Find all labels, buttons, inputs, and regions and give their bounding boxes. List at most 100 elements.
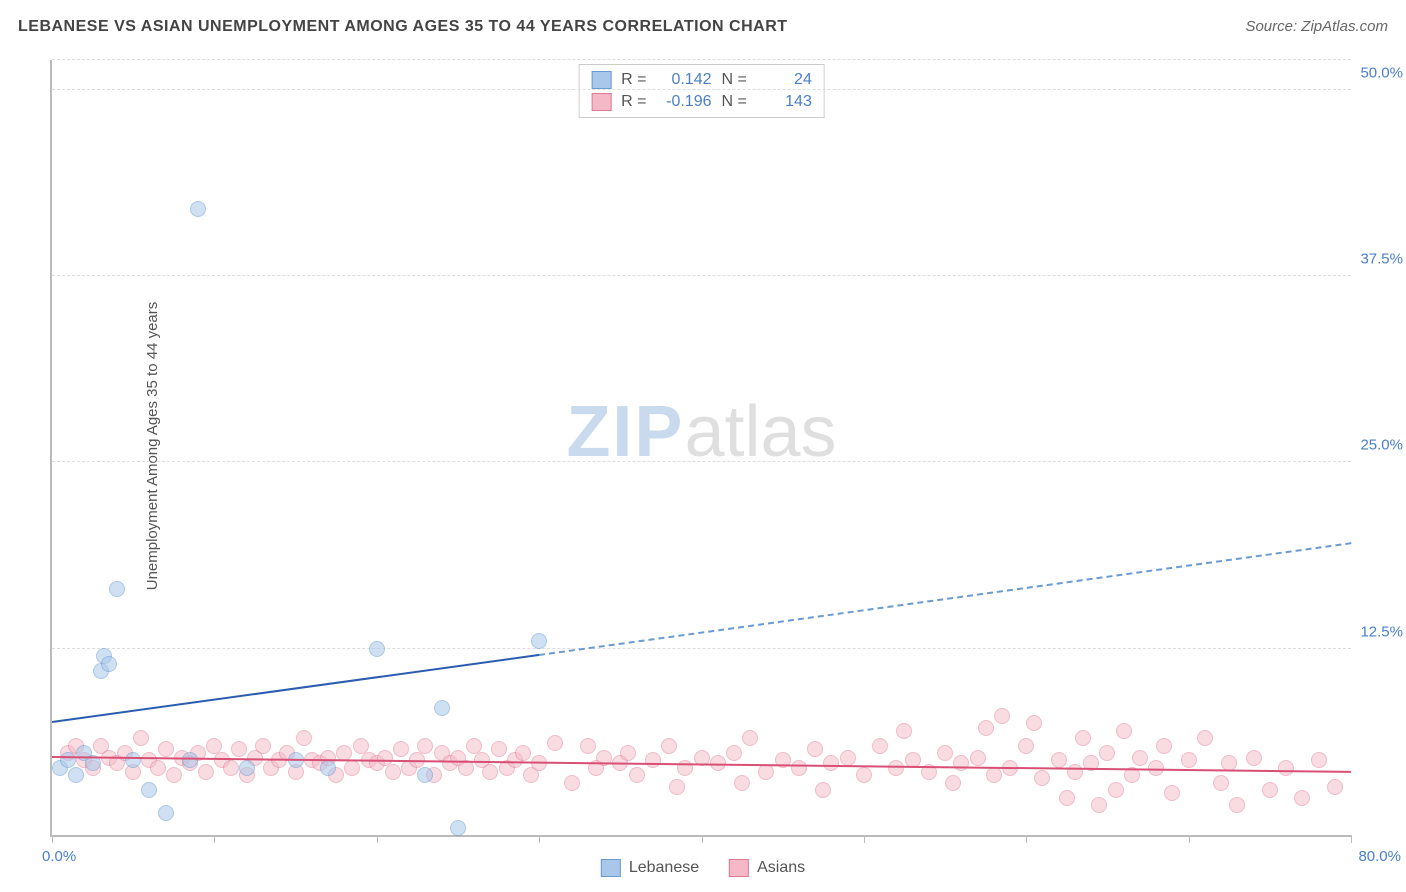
asians-point (669, 779, 685, 795)
asians-point (726, 745, 742, 761)
asians-point (1091, 797, 1107, 813)
asians-point (629, 767, 645, 783)
watermark-atlas: atlas (684, 392, 836, 472)
gridline (52, 59, 1351, 60)
scatter-chart: ZIPatlas R = 0.142 N = 24 R = -0.196 N =… (50, 60, 1351, 837)
swatch-asians (591, 93, 611, 111)
gridline (52, 461, 1351, 462)
legend-label-lebanese: Lebanese (629, 859, 699, 877)
asians-point (1108, 782, 1124, 798)
asians-point (896, 723, 912, 739)
asians-point (491, 741, 507, 757)
asians-point (547, 735, 563, 751)
r-value-asians: -0.196 (657, 93, 712, 111)
asians-point (888, 760, 904, 776)
y-tick-label: 12.5% (1360, 623, 1403, 640)
asians-point (377, 750, 393, 766)
asians-point (1099, 745, 1115, 761)
asians-point (978, 720, 994, 736)
gridline (52, 648, 1351, 649)
asians-point (734, 775, 750, 791)
asians-point (466, 738, 482, 754)
series-legend: Lebanese Asians (601, 859, 805, 877)
asians-point (872, 738, 888, 754)
y-tick-label: 37.5% (1360, 251, 1403, 268)
legend-item-asians: Asians (729, 859, 805, 877)
lebanese-point (531, 633, 547, 649)
asians-point (255, 738, 271, 754)
source-attribution: Source: ZipAtlas.com (1245, 18, 1388, 35)
lebanese-point (60, 752, 76, 768)
x-tick (1351, 835, 1352, 843)
asians-point (791, 760, 807, 776)
swatch-lebanese (601, 859, 621, 877)
lebanese-point (125, 752, 141, 768)
asians-point (1213, 775, 1229, 791)
asians-point (133, 730, 149, 746)
correlation-row-lebanese: R = 0.142 N = 24 (591, 69, 812, 91)
lebanese-point (182, 752, 198, 768)
lebanese-point (158, 805, 174, 821)
asians-point (1246, 750, 1262, 766)
x-tick (702, 835, 703, 843)
asians-point (840, 750, 856, 766)
x-tick (52, 835, 53, 843)
asians-point (1075, 730, 1091, 746)
asians-point (1262, 782, 1278, 798)
asians-point (645, 752, 661, 768)
lebanese-point (109, 581, 125, 597)
asians-point (994, 708, 1010, 724)
asians-point (970, 750, 986, 766)
asians-point (661, 738, 677, 754)
asians-point (807, 741, 823, 757)
asians-point (1181, 752, 1197, 768)
asians-point (945, 775, 961, 791)
asians-point (1311, 752, 1327, 768)
n-label: N = (722, 93, 747, 111)
n-value-lebanese: 24 (757, 71, 812, 89)
asians-point (953, 755, 969, 771)
asians-point (856, 767, 872, 783)
asians-point (937, 745, 953, 761)
y-tick-label: 50.0% (1360, 64, 1403, 81)
correlation-row-asians: R = -0.196 N = 143 (591, 91, 812, 113)
asians-point (1229, 797, 1245, 813)
asians-point (385, 764, 401, 780)
legend-item-lebanese: Lebanese (601, 859, 699, 877)
watermark-zip: ZIP (566, 392, 684, 472)
asians-point (620, 745, 636, 761)
r-label: R = (621, 71, 646, 89)
asians-point (150, 760, 166, 776)
asians-point (1132, 750, 1148, 766)
x-tick (539, 835, 540, 843)
correlation-legend: R = 0.142 N = 24 R = -0.196 N = 143 (578, 64, 825, 118)
asians-point (742, 730, 758, 746)
asians-point (1018, 738, 1034, 754)
asians-point (231, 741, 247, 757)
asians-point (815, 782, 831, 798)
asians-point (986, 767, 1002, 783)
n-label: N = (722, 71, 747, 89)
asians-point (1116, 723, 1132, 739)
asians-point (417, 738, 433, 754)
asians-point (482, 764, 498, 780)
lebanese-point (434, 700, 450, 716)
asians-point (823, 755, 839, 771)
r-label: R = (621, 93, 646, 111)
asians-point (1327, 779, 1343, 795)
asians-point (580, 738, 596, 754)
asians-point (223, 760, 239, 776)
swatch-lebanese (591, 71, 611, 89)
trend-line (52, 654, 539, 723)
lebanese-point (190, 201, 206, 217)
lebanese-point (239, 760, 255, 776)
x-axis-max-label: 80.0% (1358, 848, 1401, 865)
chart-title: LEBANESE VS ASIAN UNEMPLOYMENT AMONG AGE… (18, 18, 788, 36)
asians-point (1164, 785, 1180, 801)
lebanese-point (101, 656, 117, 672)
asians-point (296, 730, 312, 746)
swatch-asians (729, 859, 749, 877)
asians-point (1026, 715, 1042, 731)
lebanese-point (417, 767, 433, 783)
x-axis-min-label: 0.0% (42, 848, 76, 865)
